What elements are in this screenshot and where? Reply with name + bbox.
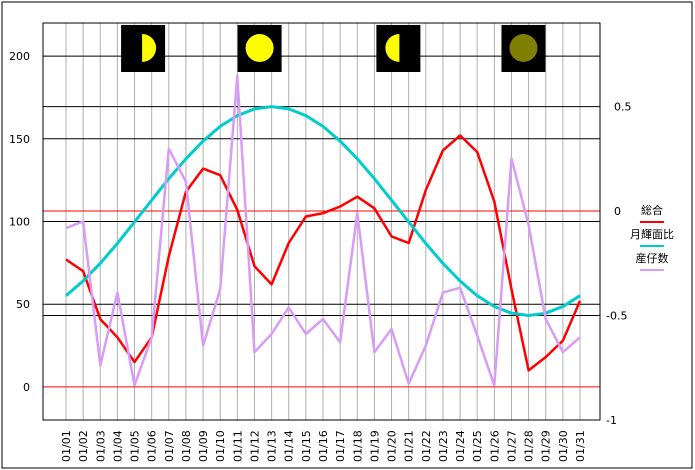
x-tick-label: 01/06: [146, 430, 159, 462]
first-quarter-icon: [121, 25, 166, 72]
axes: 01/01 01/02 01/03 01/04 01/05 01/06 01/07 01/08…: [9, 50, 632, 462]
x-tick-label: 01/19: [368, 430, 381, 462]
x-tick-label: 01/16: [317, 430, 330, 462]
left-tick-label: 200: [9, 50, 30, 63]
legend-label: 月輝面比: [630, 228, 674, 241]
x-tick-label: 01/26: [488, 430, 501, 462]
x-tick-label: 01/10: [214, 430, 227, 462]
left-tick-label: 150: [9, 133, 30, 146]
right-tick-label: 0: [614, 205, 621, 218]
right-tick-label: 0.5: [614, 101, 632, 114]
right-tick-label: -1: [606, 414, 617, 427]
moon-disc: [509, 34, 538, 62]
x-tick-label: 01/04: [111, 430, 124, 462]
x-tick-label: 01/15: [300, 430, 313, 462]
x-tick-label: 01/07: [163, 430, 176, 462]
x-tick-label: 01/18: [351, 430, 364, 462]
x-tick-label: 01/24: [454, 430, 467, 462]
moon-disc: [142, 34, 157, 62]
x-tick-label: 01/12: [248, 430, 261, 462]
new-moon-icon: [501, 25, 546, 72]
x-tick-label: 01/13: [266, 430, 279, 462]
x-tick-label: 01/09: [197, 430, 210, 462]
x-tick-label: 01/17: [334, 430, 347, 462]
legend-label: 産仔数: [636, 252, 669, 265]
moon-disc: [385, 34, 400, 62]
x-tick-label: 01/05: [129, 430, 142, 462]
x-tick-label: 01/03: [94, 430, 107, 462]
legend-label: 総合: [641, 203, 663, 217]
moon-phase-icons: [121, 25, 546, 72]
full-moon-icon: [237, 25, 282, 72]
x-tick-label: 01/28: [523, 430, 536, 462]
series-lines: [65, 74, 582, 387]
x-tick-label: 01/08: [180, 430, 193, 462]
left-tick-label: 100: [9, 216, 30, 229]
x-tick-label: 01/14: [283, 430, 296, 462]
x-tick-label: 01/25: [471, 430, 484, 462]
x-tick-label: 01/29: [540, 430, 553, 462]
x-tick-label: 01/31: [574, 430, 587, 462]
x-tick-label: 01/02: [77, 430, 90, 462]
x-tick-label: 01/30: [557, 430, 570, 462]
left-tick-label: 0: [23, 381, 30, 394]
x-tick-label: 01/20: [386, 430, 399, 462]
x-tick-label: 01/11: [231, 430, 244, 462]
x-tick-label: 01/22: [420, 430, 433, 462]
right-tick-label: -0.5: [606, 310, 627, 323]
x-tick-label: 01/01: [60, 430, 73, 462]
left-tick-label: 50: [16, 298, 30, 311]
last-quarter-icon: [376, 25, 421, 72]
x-tick-label: 01/23: [437, 430, 450, 462]
x-tick-label: 01/27: [505, 430, 518, 462]
plot-area: [42, 22, 601, 421]
moon-disc: [245, 34, 274, 62]
x-tick-label: 01/21: [403, 430, 416, 462]
